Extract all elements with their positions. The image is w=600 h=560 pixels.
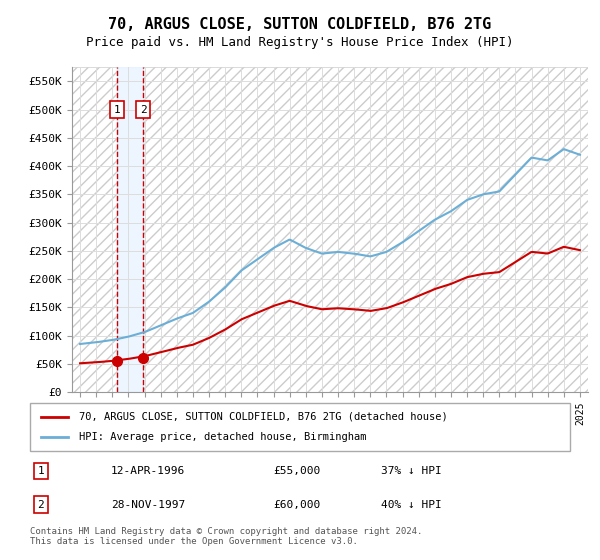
Text: 1: 1 bbox=[113, 105, 120, 115]
Text: 2: 2 bbox=[37, 500, 44, 510]
Text: 1: 1 bbox=[37, 466, 44, 476]
Text: Price paid vs. HM Land Registry's House Price Index (HPI): Price paid vs. HM Land Registry's House … bbox=[86, 36, 514, 49]
Bar bbox=[72, 67, 117, 392]
Text: 28-NOV-1997: 28-NOV-1997 bbox=[111, 500, 185, 510]
Text: HPI: Average price, detached house, Birmingham: HPI: Average price, detached house, Birm… bbox=[79, 432, 366, 442]
Bar bbox=[143, 67, 588, 392]
Text: 37% ↓ HPI: 37% ↓ HPI bbox=[381, 466, 442, 476]
FancyBboxPatch shape bbox=[30, 403, 570, 451]
Bar bbox=[117, 67, 143, 392]
Text: 12-APR-1996: 12-APR-1996 bbox=[111, 466, 185, 476]
Text: 2: 2 bbox=[140, 105, 146, 115]
Text: £55,000: £55,000 bbox=[273, 466, 320, 476]
Text: Contains HM Land Registry data © Crown copyright and database right 2024.
This d: Contains HM Land Registry data © Crown c… bbox=[30, 526, 422, 546]
Text: 40% ↓ HPI: 40% ↓ HPI bbox=[381, 500, 442, 510]
Text: 70, ARGUS CLOSE, SUTTON COLDFIELD, B76 2TG: 70, ARGUS CLOSE, SUTTON COLDFIELD, B76 2… bbox=[109, 17, 491, 32]
Bar bbox=[72, 67, 117, 392]
Text: £60,000: £60,000 bbox=[273, 500, 320, 510]
Text: 70, ARGUS CLOSE, SUTTON COLDFIELD, B76 2TG (detached house): 70, ARGUS CLOSE, SUTTON COLDFIELD, B76 2… bbox=[79, 412, 448, 422]
